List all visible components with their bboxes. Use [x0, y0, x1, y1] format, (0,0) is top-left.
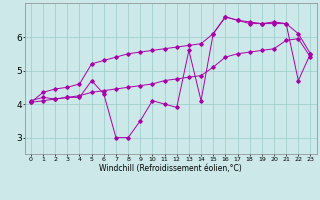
X-axis label: Windchill (Refroidissement éolien,°C): Windchill (Refroidissement éolien,°C) — [99, 164, 242, 173]
